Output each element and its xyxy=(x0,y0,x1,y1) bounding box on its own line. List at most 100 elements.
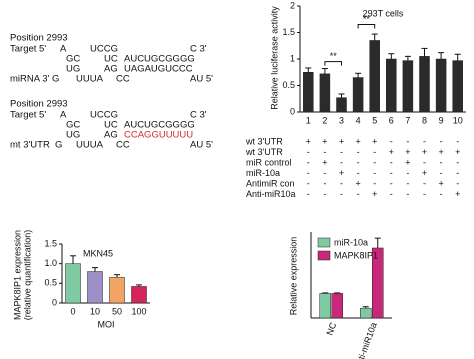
x-tick-label: 10 xyxy=(453,115,463,125)
bar xyxy=(386,58,397,113)
error-bar xyxy=(404,55,411,61)
x-tick-label: 6 xyxy=(389,115,394,125)
chart-title: MKN45 xyxy=(83,248,113,258)
error-bar xyxy=(305,67,312,73)
condition-sign: - xyxy=(340,178,343,188)
chart-title: 293T cells xyxy=(363,8,404,18)
sequence-title: Position 2993 xyxy=(10,33,68,44)
bar xyxy=(303,72,314,113)
sequence-segment: UC xyxy=(104,120,118,131)
condition-sign: + xyxy=(339,136,344,146)
sequence-segment: G xyxy=(55,140,62,151)
condition-sign: + xyxy=(405,157,410,167)
x-tick-label: 4 xyxy=(356,115,361,125)
bar xyxy=(336,97,347,113)
error-bar xyxy=(321,68,328,74)
x-tick-label: 1 xyxy=(306,115,311,125)
condition-sign: + xyxy=(422,168,427,178)
legend-swatch xyxy=(317,250,331,261)
y-tick-label: 0.5 xyxy=(282,80,295,90)
condition-sign: - xyxy=(440,189,443,199)
condition-sign: - xyxy=(423,157,426,167)
error-bar xyxy=(355,72,362,78)
legend-label: MAPK8IP1 xyxy=(334,250,378,260)
sequence-segment: UUUA xyxy=(76,140,104,151)
condition-sign: - xyxy=(357,189,360,199)
bar xyxy=(452,60,463,113)
y-tick-label: 1.5 xyxy=(282,27,295,37)
condition-label: Anti-miR10a xyxy=(246,189,296,199)
sequence-segment: AU 5' xyxy=(190,74,213,85)
error-bar xyxy=(92,267,98,272)
legend-label: miR-10a xyxy=(334,237,368,247)
x-tick-label: Anti-miR10a xyxy=(353,321,379,359)
error-bar xyxy=(374,237,381,248)
condition-sign: + xyxy=(355,178,360,188)
y-tick-label: 1.0 xyxy=(44,258,57,268)
y-axis-label: MAPK8IP1 expression xyxy=(12,230,22,320)
error-bar xyxy=(454,53,461,61)
error-bar xyxy=(438,52,445,59)
sequence-segment: UUUA xyxy=(76,74,104,85)
bar xyxy=(319,293,331,319)
condition-sign: + xyxy=(455,147,460,157)
x-axis-label: MOI xyxy=(98,319,115,329)
condition-sign: - xyxy=(357,147,360,157)
condition-sign: - xyxy=(456,136,459,146)
bar xyxy=(331,293,343,319)
y-axis-label: (relative quantification) xyxy=(22,230,32,321)
x-tick-label: NC xyxy=(325,321,339,337)
x-tick-label: 5 xyxy=(372,115,377,125)
bar xyxy=(352,77,364,113)
condition-sign: - xyxy=(423,136,426,146)
condition-sign: - xyxy=(323,189,326,199)
condition-sign: - xyxy=(323,147,326,157)
sequence-segment: CC xyxy=(116,140,130,151)
condition-sign: - xyxy=(423,189,426,199)
sequence-segment: UCCG xyxy=(90,44,118,55)
condition-sign: - xyxy=(373,178,376,188)
sequence-segment: A xyxy=(60,110,67,121)
sequence-segment: miRNA 3' xyxy=(10,74,49,85)
condition-sign: + xyxy=(339,168,344,178)
error-bar xyxy=(371,33,378,41)
significance-bracket xyxy=(357,24,376,29)
sequence-segment: C 3' xyxy=(190,110,207,121)
condition-sign: - xyxy=(390,178,393,188)
sequence-segment: GC xyxy=(66,54,80,65)
condition-sign: - xyxy=(390,168,393,178)
sequence-segment: mt 3'UTR xyxy=(10,140,50,151)
condition-label: miR-10a xyxy=(246,168,280,178)
sequence-segment: G xyxy=(52,74,59,85)
sequence-segment: CCAGGUUUUU xyxy=(124,130,193,141)
x-tick-label: 10 xyxy=(90,306,100,316)
condition-sign: - xyxy=(440,136,443,146)
x-tick-label: 8 xyxy=(422,115,427,125)
condition-sign: - xyxy=(456,157,459,167)
y-tick-label: 2 xyxy=(290,0,295,10)
sequence-segment: UC xyxy=(104,54,118,65)
y-tick-label: 1 xyxy=(290,53,295,63)
condition-sign: + xyxy=(355,136,360,146)
condition-sign: - xyxy=(406,136,409,146)
y-tick-label: 0 xyxy=(52,297,57,307)
x-tick-label: 100 xyxy=(131,306,146,316)
sequence-segment: UCCG xyxy=(90,110,118,121)
condition-sign: - xyxy=(406,178,409,188)
condition-label: AntimiR con xyxy=(246,178,295,188)
condition-sign: + xyxy=(372,189,377,199)
bar xyxy=(87,271,103,304)
y-axis-label: Relative luciferase activity xyxy=(269,6,279,110)
condition-sign: + xyxy=(422,147,427,157)
condition-sign: + xyxy=(455,189,460,199)
condition-sign: - xyxy=(340,157,343,167)
sequence-segment: C 3' xyxy=(190,44,207,55)
error-bar xyxy=(388,53,395,59)
condition-sign: - xyxy=(373,147,376,157)
condition-sign: - xyxy=(390,189,393,199)
condition-sign: - xyxy=(373,168,376,178)
sequence-segment: UAGAUGUCCC xyxy=(124,64,193,75)
x-tick-label: 2 xyxy=(322,115,327,125)
condition-sign: - xyxy=(456,178,459,188)
condition-sign: - xyxy=(307,147,310,157)
